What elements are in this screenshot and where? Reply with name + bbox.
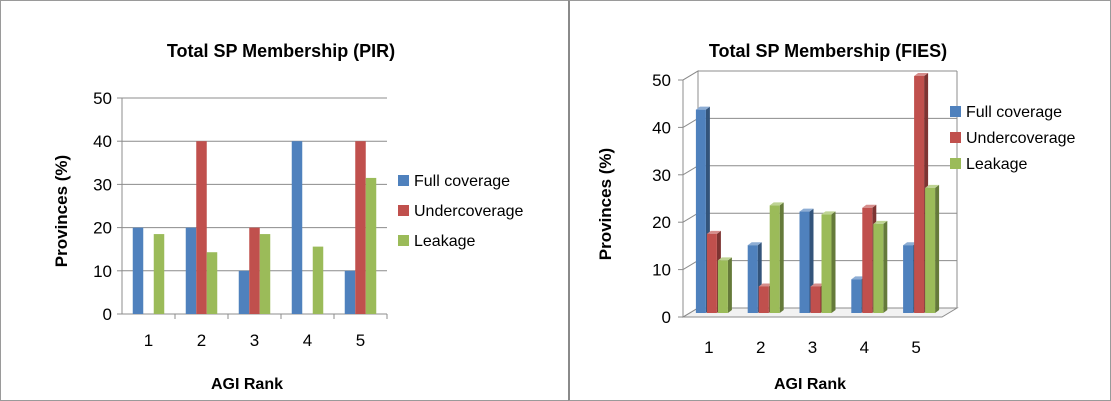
- x-tick-label: 1: [704, 338, 713, 357]
- y-axis-label: Provinces (%): [596, 148, 615, 260]
- legend-label: Undercoverage: [966, 130, 1076, 147]
- bar-leakage-top: [769, 202, 784, 206]
- bar-leakage: [365, 177, 377, 314]
- gridline-side: [682, 117, 699, 128]
- chart-title: Total SP Membership (PIR): [167, 41, 395, 61]
- bar-full-coverage: [799, 211, 810, 313]
- bar-full-coverage: [695, 109, 706, 314]
- gridline-side: [682, 212, 699, 223]
- bar-undercoverage: [249, 227, 260, 314]
- x-tick-label: 2: [197, 331, 206, 350]
- bar-full-coverage-top: [799, 208, 814, 212]
- x-tick-label: 1: [144, 331, 153, 350]
- chart-fies: Total SP Membership (FIES) 0 10 20 30 40 50 1 2 3…: [596, 41, 1076, 393]
- bar-full-coverage-top: [903, 242, 918, 246]
- bar-undercoverage-top: [706, 230, 721, 234]
- y-tick-label: 0: [103, 305, 112, 324]
- bar-leakage-top: [925, 184, 940, 188]
- bar-leakage: [873, 223, 884, 313]
- y-axis-label: Provinces (%): [52, 155, 71, 267]
- y-tick-label: 20: [93, 219, 112, 238]
- bar-undercoverage: [914, 76, 925, 313]
- bar-leakage: [717, 260, 728, 313]
- bar-full-coverage: [132, 227, 144, 314]
- legend-swatch: [398, 235, 409, 246]
- bar-leakage: [206, 252, 218, 314]
- x-tick-label: 2: [756, 338, 765, 357]
- bar-undercoverage-top: [914, 73, 929, 76]
- bar-leakage: [769, 205, 780, 313]
- bar-leakage-side: [727, 257, 732, 313]
- x-tick-label: 4: [303, 331, 312, 350]
- legend-label: Undercoverage: [414, 203, 524, 220]
- bar-leakage-top: [717, 257, 732, 261]
- y-tick-label: 20: [652, 213, 671, 232]
- y-tick-label: 40: [652, 118, 671, 137]
- x-tick-label: 5: [911, 338, 920, 357]
- bar-leakage-side: [883, 220, 888, 313]
- gridline-side: [682, 165, 699, 176]
- bar-undercoverage-top: [758, 283, 773, 287]
- y-tick-label: 50: [652, 71, 671, 90]
- chart-pir: Total SP Membership (PIR) 0 10 20 30 40 50 1 2 3 4…: [52, 41, 524, 393]
- bar-full-coverage: [851, 279, 862, 313]
- x-axis-label: AGI Rank: [774, 376, 846, 393]
- gridline-side: [682, 260, 699, 271]
- y-tick-label: 10: [652, 261, 671, 280]
- y-tick-label: 50: [93, 89, 112, 108]
- y-tick-label: 10: [93, 262, 112, 281]
- y-tick-label: 30: [652, 166, 671, 185]
- bar-undercoverage: [706, 233, 717, 313]
- bar-undercoverage-top: [862, 204, 877, 208]
- chart-title: Total SP Membership (FIES): [709, 41, 947, 61]
- bar-leakage-top: [873, 220, 888, 224]
- bar-leakage-side: [935, 184, 940, 313]
- bar-undercoverage: [355, 141, 366, 314]
- bar-full-coverage-top: [695, 106, 710, 110]
- bar-full-coverage: [291, 141, 303, 314]
- legend-swatch: [950, 106, 961, 117]
- bar-leakage: [821, 214, 832, 313]
- bar-leakage-top: [821, 211, 836, 215]
- bar-full-coverage: [747, 245, 758, 313]
- bar-leakage-side: [831, 211, 836, 313]
- bar-leakage: [312, 246, 324, 314]
- legend-swatch: [398, 175, 409, 186]
- bar-leakage: [153, 234, 165, 314]
- bar-full-coverage-top: [851, 276, 866, 280]
- bar-full-coverage: [344, 270, 356, 314]
- bar-full-coverage-top: [747, 242, 762, 246]
- legend-swatch: [950, 158, 961, 169]
- x-axis-label: AGI Rank: [211, 376, 283, 393]
- x-tick-label: 3: [808, 338, 817, 357]
- bar-full-coverage: [238, 270, 250, 314]
- bar-undercoverage-top: [810, 283, 825, 287]
- bar-leakage-side: [779, 202, 784, 313]
- y-tick-label: 40: [93, 132, 112, 151]
- x-tick-label: 3: [250, 331, 259, 350]
- legend-label: Leakage: [414, 233, 475, 250]
- bar-undercoverage: [196, 141, 207, 314]
- y-tick-label: 30: [93, 175, 112, 194]
- bar-undercoverage: [810, 286, 821, 313]
- bar-full-coverage: [185, 227, 197, 314]
- chart-side-wall: [682, 70, 699, 318]
- bar-leakage: [259, 234, 271, 314]
- x-tick-label: 5: [356, 331, 365, 350]
- legend-label: Full coverage: [414, 173, 510, 190]
- legend-swatch: [950, 132, 961, 143]
- bar-leakage: [925, 187, 936, 313]
- legend-label: Leakage: [966, 156, 1027, 173]
- bar-undercoverage: [758, 286, 769, 313]
- gridline-side: [682, 307, 699, 318]
- legend-swatch: [398, 205, 409, 216]
- x-tick-label: 4: [860, 338, 869, 357]
- legend-label: Full coverage: [966, 104, 1062, 121]
- bar-undercoverage: [862, 207, 873, 313]
- gridline-side: [682, 70, 699, 81]
- y-tick-label: 0: [662, 308, 671, 327]
- chart-panel-pir: Total SP Membership (PIR) 0 10 20 30 40 50 1 2 3 4…: [0, 0, 568, 401]
- chart-panel-fies: Total SP Membership (FIES) 0 10 20 30 40 50 1 2 3…: [568, 0, 1111, 401]
- bar-full-coverage: [903, 245, 914, 313]
